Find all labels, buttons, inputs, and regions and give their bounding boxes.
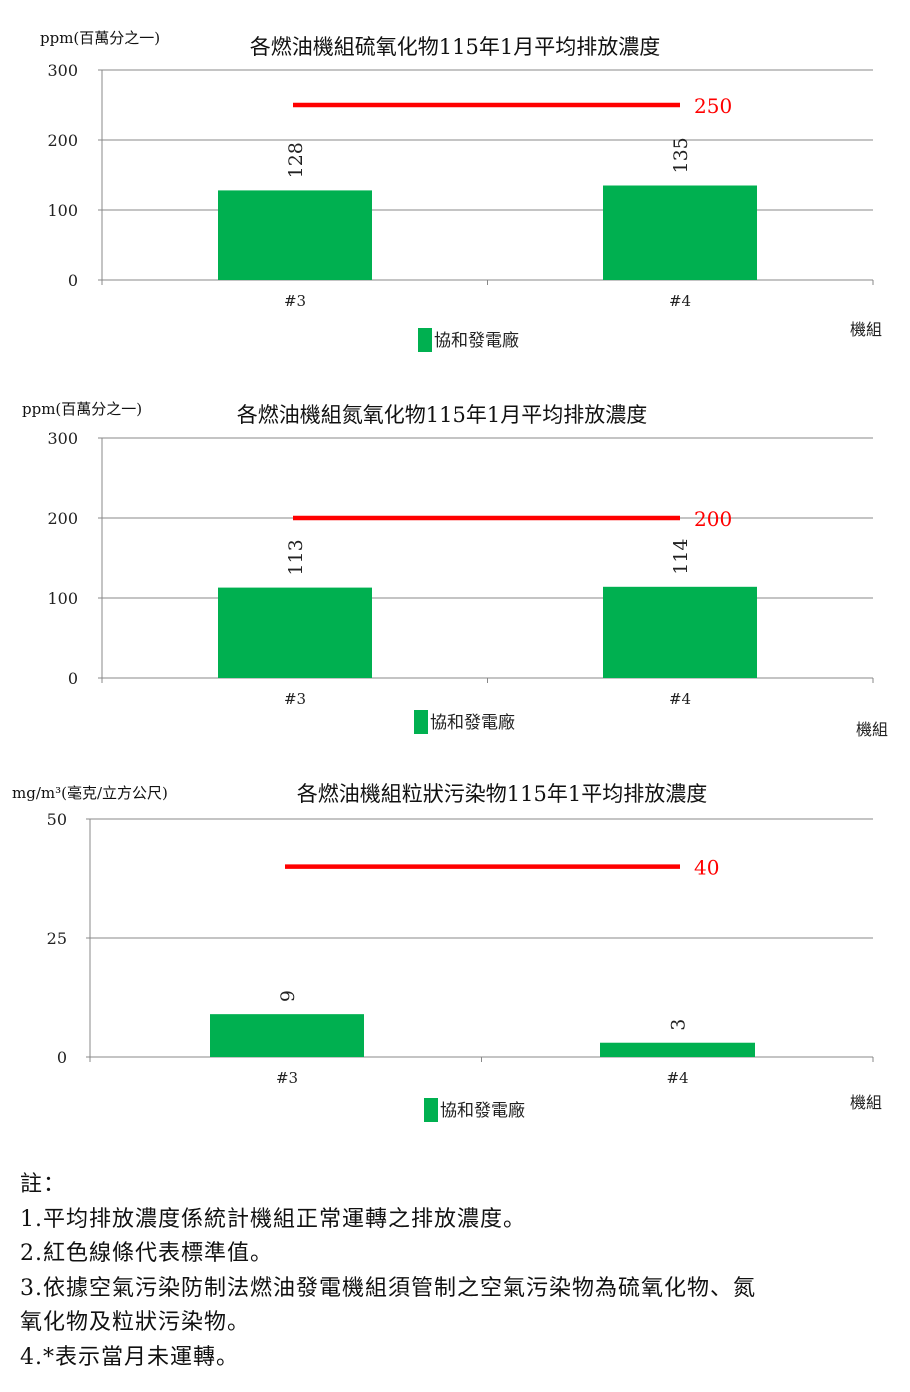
bar [603, 185, 757, 280]
legend-swatch [418, 328, 432, 352]
x-tick-label: #4 [669, 690, 691, 708]
y-tick-label: 25 [47, 929, 67, 948]
y-axis-label: ppm(百萬分之一) [40, 29, 160, 47]
x-tick-label: #4 [669, 292, 691, 310]
bar [218, 190, 372, 280]
data-label: 9 [277, 990, 299, 1002]
note-item: 2.紅色線條代表標準值。 [20, 1241, 273, 1266]
data-label: 3 [668, 1019, 690, 1031]
data-label: 114 [670, 539, 692, 575]
note-item: 氧化物及粒狀污染物。 [20, 1310, 251, 1335]
y-tick-label: 0 [57, 1048, 67, 1067]
notes-heading: 註： [20, 1172, 67, 1197]
y-tick-label: 0 [68, 271, 78, 290]
chart-title: 各燃油機組硫氧化物115年1月平均排放濃度 [250, 35, 660, 59]
data-label: 113 [285, 539, 307, 575]
data-label: 128 [285, 142, 307, 178]
y-tick-label: 100 [47, 589, 78, 608]
charts: ppm(百萬分之一) 各燃油機組硫氧化物115年1月平均排放濃度010020030… [12, 29, 888, 1122]
legend-swatch [414, 710, 428, 734]
standard-label: 200 [694, 507, 732, 531]
chart-title: 各燃油機組氮氧化物115年1月平均排放濃度 [237, 403, 647, 427]
legend-swatch [424, 1098, 438, 1122]
y-axis-label: ppm(百萬分之一) [22, 400, 142, 418]
data-label: 135 [670, 137, 692, 173]
y-tick-label: 300 [47, 429, 78, 448]
legend-label: 協和發電廠 [440, 1100, 525, 1121]
y-tick-label: 200 [47, 509, 78, 528]
bar [210, 1014, 364, 1057]
legend-label: 協和發電廠 [434, 330, 519, 351]
bar [218, 587, 372, 678]
x-tick-label: #4 [666, 1069, 688, 1087]
note-item: 1.平均排放濃度係統計機組正常運轉之排放濃度。 [20, 1206, 526, 1232]
bar [600, 1042, 755, 1057]
y-tick-label: 50 [47, 810, 67, 829]
y-tick-label: 300 [47, 61, 78, 80]
standard-label: 40 [694, 856, 719, 880]
x-tick-label: #3 [276, 1069, 298, 1087]
x-tick-label: #3 [284, 292, 306, 310]
y-tick-label: 100 [47, 201, 78, 220]
notes: 註： 1.平均排放濃度係統計機組正常運轉之排放濃度。 2.紅色線條代表標準值。 … [20, 1168, 900, 1375]
x-axis-label: 機組 [856, 720, 888, 739]
note-item: 3.依據空氣污染防制法燃油發電機組須管制之空氣污染物為硫氧化物、氮 [20, 1275, 756, 1301]
x-axis-label: 機組 [850, 320, 882, 339]
y-axis-label: mg/m³(毫克/立方公尺) [12, 784, 168, 802]
chart-title: 各燃油機組粒狀污染物115年1平均排放濃度 [297, 782, 707, 806]
note-item: 4.*表示當月未運轉。 [20, 1344, 239, 1370]
legend-label: 協和發電廠 [430, 712, 515, 733]
standard-label: 250 [694, 94, 732, 118]
x-tick-label: #3 [284, 690, 306, 708]
bar [603, 586, 757, 678]
y-tick-label: 200 [47, 131, 78, 150]
y-tick-label: 0 [68, 669, 78, 688]
x-axis-label: 機組 [850, 1093, 882, 1112]
